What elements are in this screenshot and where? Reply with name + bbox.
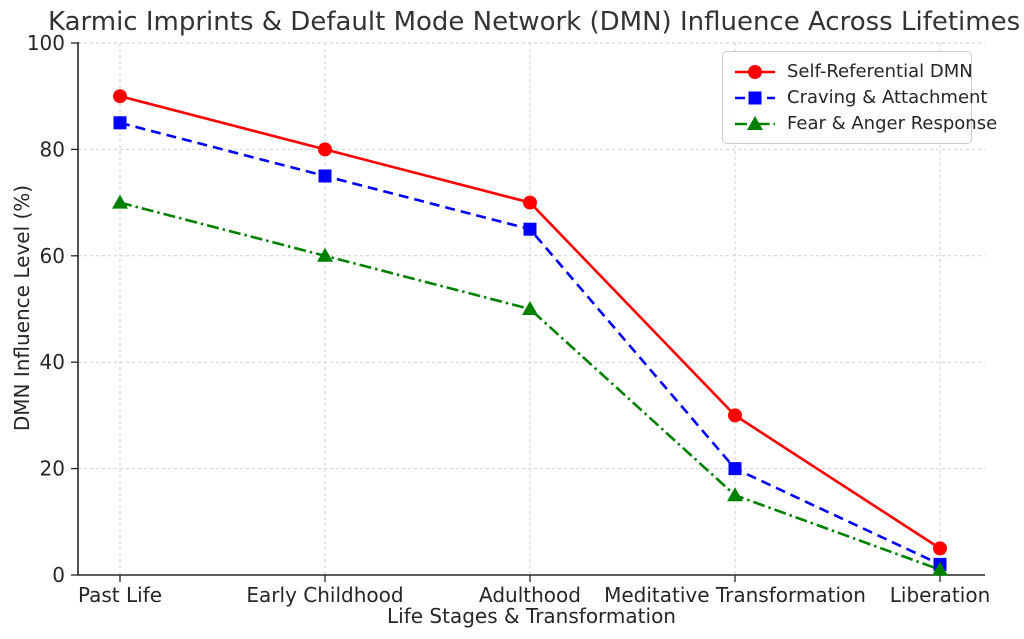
legend-item-self-referential-dmn: Self-Referential DMN [733, 61, 973, 82]
legend-marker-icon [748, 91, 762, 104]
legend-item-craving-attachment: Craving & Attachment [733, 87, 988, 108]
x-tick-label: Early Childhood [246, 583, 403, 607]
y-tick-label: 60 [40, 244, 65, 268]
y-axis-label: DMN Influence Level (%) [10, 184, 34, 432]
data-point-marker [727, 487, 743, 502]
x-tick-label: Liberation [890, 583, 991, 607]
chart-legend: Self-Referential DMN Craving & Attachmen… [722, 51, 997, 144]
data-point-marker [522, 301, 538, 315]
data-point-marker [112, 194, 128, 209]
legend-label: Craving & Attachment [787, 87, 988, 108]
x-tick-label: Past Life [78, 583, 162, 607]
legend-line-sample-icon [735, 91, 775, 104]
series-line [119, 201, 941, 571]
y-tick-label: 0 [52, 563, 65, 587]
y-tick-label: 40 [40, 350, 65, 374]
chart-title: Karmic Imprints & Default Mode Network (… [48, 7, 1021, 37]
x-axis-label: Life Stages & Transformation [387, 604, 676, 628]
legend-marker-icon [748, 64, 762, 79]
legend-label: Fear & Anger Response [787, 113, 998, 134]
legend-marker-icon [747, 115, 763, 130]
data-point-marker [523, 195, 537, 210]
legend-item-fear-anger-response: Fear & Anger Response [733, 113, 997, 134]
data-point-marker [317, 247, 333, 262]
y-tick-label: 80 [40, 137, 65, 161]
x-tick-label: Meditative Transformation [604, 583, 866, 607]
data-point-marker [113, 89, 127, 104]
data-point-marker [318, 169, 332, 183]
data-point-marker [318, 142, 332, 157]
x-tick-label: Adulthood [479, 583, 581, 607]
data-point-marker [728, 408, 742, 423]
data-point-marker [113, 116, 127, 130]
data-point-marker [728, 462, 742, 476]
legend-line-sample-icon [735, 64, 775, 79]
legend-line-sample-icon [735, 115, 775, 130]
y-tick-label: 100 [27, 31, 65, 55]
legend-label: Self-Referential DMN [787, 61, 973, 82]
data-point-marker [933, 541, 947, 556]
data-point-marker [932, 561, 948, 576]
y-tick-label: 20 [40, 457, 65, 481]
data-point-marker [523, 222, 537, 236]
